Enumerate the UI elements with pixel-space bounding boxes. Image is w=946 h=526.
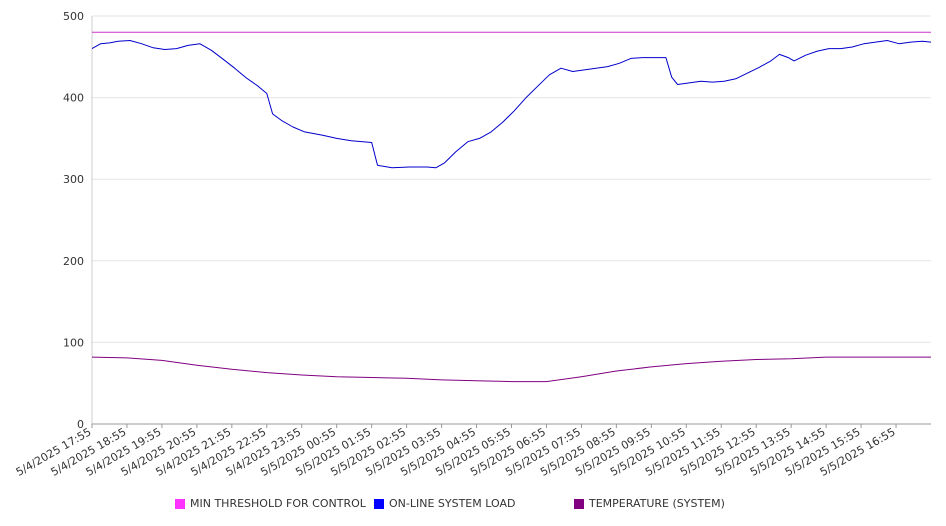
- legend-label-temperature: TEMPERATURE (SYSTEM): [589, 497, 725, 510]
- legend-swatch-temperature: [574, 498, 584, 509]
- series-line-system-load: [91, 40, 932, 169]
- y-tick-label-0: 0: [77, 418, 84, 431]
- series-line-temperature: [91, 356, 931, 383]
- y-tick-label-300: 300: [63, 173, 84, 186]
- legend-label-min-threshold: MIN THRESHOLD FOR CONTROL: [190, 497, 366, 510]
- y-tick-label-500: 500: [63, 10, 84, 23]
- grid-layer: [92, 15, 931, 343]
- y-tick-label-100: 100: [63, 336, 84, 349]
- legend-swatch-system-load: [374, 498, 384, 509]
- legend-item-temperature[interactable]: TEMPERATURE (SYSTEM): [574, 497, 725, 510]
- legend: MIN THRESHOLD FOR CONTROL ON-LINE SYSTEM…: [0, 497, 946, 515]
- series-layer: [91, 31, 932, 383]
- legend-swatch-min-threshold: [175, 498, 185, 509]
- y-tick-label-200: 200: [63, 255, 84, 268]
- legend-label-system-load: ON-LINE SYSTEM LOAD: [389, 497, 516, 510]
- y-tick-label-400: 400: [63, 92, 84, 105]
- legend-item-system-load[interactable]: ON-LINE SYSTEM LOAD: [374, 497, 515, 510]
- legend-item-min-threshold[interactable]: MIN THRESHOLD FOR CONTROL: [175, 497, 366, 510]
